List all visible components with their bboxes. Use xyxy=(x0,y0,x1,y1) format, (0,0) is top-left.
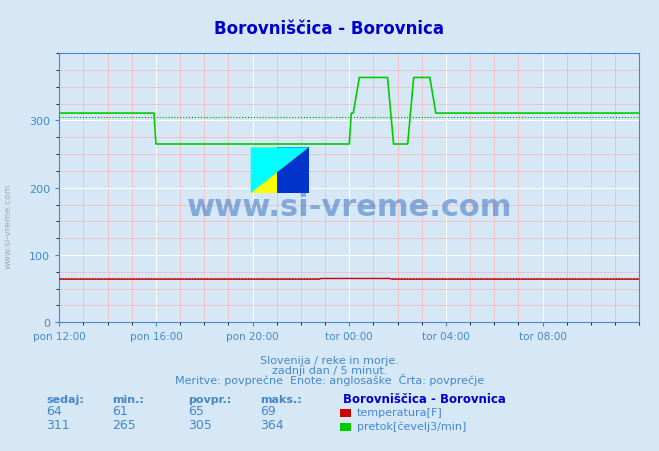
Text: 364: 364 xyxy=(260,419,284,432)
Text: 69: 69 xyxy=(260,404,276,417)
Text: 265: 265 xyxy=(112,419,136,432)
Text: 61: 61 xyxy=(112,404,128,417)
Polygon shape xyxy=(250,148,308,193)
Text: Slovenija / reke in morje.: Slovenija / reke in morje. xyxy=(260,355,399,365)
Text: temperatura[F]: temperatura[F] xyxy=(357,407,443,417)
Bar xyxy=(250,148,303,193)
Text: maks.:: maks.: xyxy=(260,394,302,404)
Text: Meritve: povprečne  Enote: anglosaške  Črta: povprečje: Meritve: povprečne Enote: anglosaške Črt… xyxy=(175,373,484,385)
Text: 64: 64 xyxy=(46,404,62,417)
Text: www.si-vreme.com: www.si-vreme.com xyxy=(3,183,13,268)
Bar xyxy=(277,148,308,193)
Text: povpr.:: povpr.: xyxy=(188,394,231,404)
Text: 305: 305 xyxy=(188,419,212,432)
Text: sedaj:: sedaj: xyxy=(46,394,84,404)
Text: Borovniščica - Borovnica: Borovniščica - Borovnica xyxy=(343,392,505,405)
Text: min.:: min.: xyxy=(112,394,144,404)
Text: www.si-vreme.com: www.si-vreme.com xyxy=(186,193,512,221)
Text: 65: 65 xyxy=(188,404,204,417)
Text: 311: 311 xyxy=(46,419,70,432)
Text: zadnji dan / 5 minut.: zadnji dan / 5 minut. xyxy=(272,365,387,375)
Text: pretok[čevelj3/min]: pretok[čevelj3/min] xyxy=(357,421,467,431)
Text: Borovniščica - Borovnica: Borovniščica - Borovnica xyxy=(214,20,445,38)
